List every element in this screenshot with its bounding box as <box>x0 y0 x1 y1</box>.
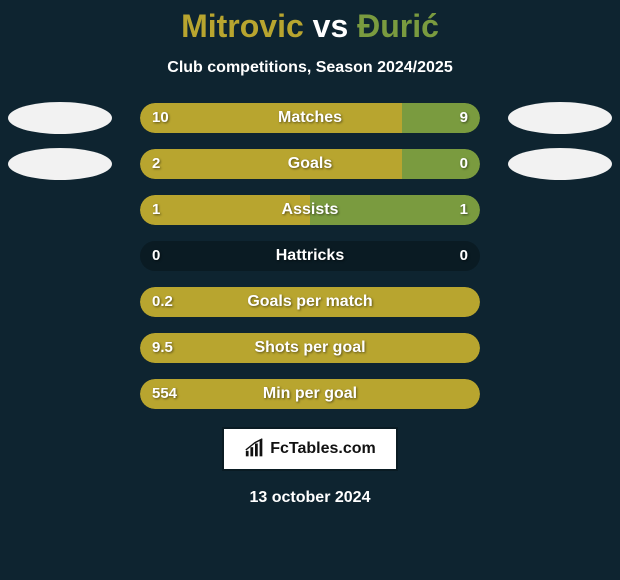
player1-bar <box>140 333 480 363</box>
title-vs: vs <box>313 8 349 44</box>
bar-track <box>140 333 480 363</box>
player1-bar <box>140 287 480 317</box>
player2-bar <box>310 195 480 225</box>
logo-box: FcTables.com <box>222 427 398 471</box>
player1-bar <box>140 103 402 133</box>
stat-row: Assists11 <box>0 195 620 225</box>
player2-bar <box>402 103 480 133</box>
player1-avatar <box>8 102 112 134</box>
subtitle: Club competitions, Season 2024/2025 <box>0 59 620 77</box>
title-player1: Mitrovic <box>181 8 304 44</box>
comparison-chart: Matches109 Goals20 Assists11 Hattricks00 Goa… <box>0 103 620 409</box>
bar-track <box>140 195 480 225</box>
stat-row: Matches109 <box>0 103 620 133</box>
player1-bar <box>140 149 402 179</box>
player2-bar <box>402 149 480 179</box>
stat-row: Goals per match0.2 <box>0 287 620 317</box>
player1-avatar <box>8 148 112 180</box>
page-title: Mitrovic vs Đurić <box>0 0 620 45</box>
logo-text: FcTables.com <box>270 440 376 458</box>
player1-bar <box>140 379 480 409</box>
bar-track <box>140 287 480 317</box>
bar-track <box>140 149 480 179</box>
date-label: 13 october 2024 <box>0 489 620 507</box>
bar-chart-icon <box>244 438 266 460</box>
stat-row: Goals20 <box>0 149 620 179</box>
player2-avatar <box>508 148 612 180</box>
title-player2: Đurić <box>357 8 439 44</box>
player1-bar <box>140 195 310 225</box>
bar-track <box>140 379 480 409</box>
player2-avatar <box>508 102 612 134</box>
stat-row: Shots per goal9.5 <box>0 333 620 363</box>
stat-row: Min per goal554 <box>0 379 620 409</box>
stat-row: Hattricks00 <box>0 241 620 271</box>
bar-track <box>140 241 480 271</box>
bar-track <box>140 103 480 133</box>
